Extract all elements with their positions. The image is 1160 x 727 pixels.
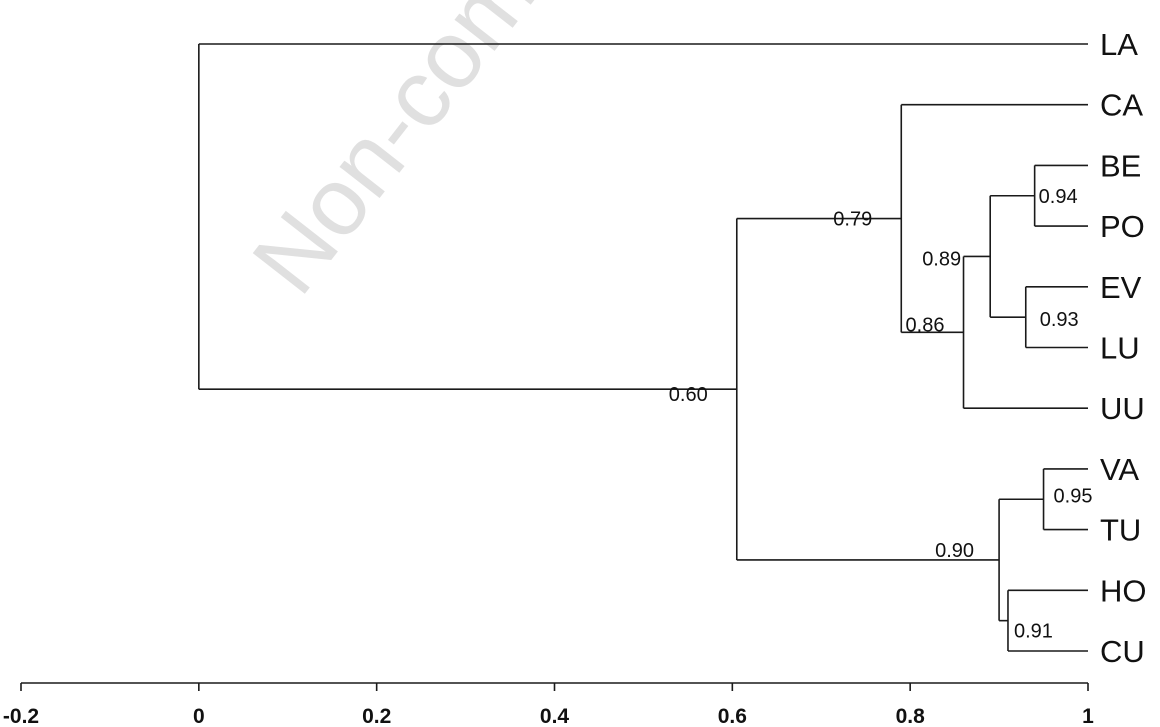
- node-label-n089: 0.89: [922, 248, 961, 270]
- leaf-label-ev: EV: [1100, 270, 1142, 305]
- axis-tick-label: 0.6: [718, 705, 747, 727]
- leaf-label-ca: CA: [1100, 88, 1143, 123]
- leaf-label-lu: LU: [1100, 331, 1140, 366]
- node-label-n060: 0.60: [669, 384, 708, 406]
- similarity-axis: -0.2 0 0.2 0.4 0.6 0.8 1: [3, 682, 1094, 727]
- axis-tick-label: 0.2: [362, 705, 391, 727]
- axis-tick-label: 0.4: [540, 705, 570, 727]
- node-label-n094: 0.94: [1039, 186, 1078, 208]
- leaf-label-va: VA: [1100, 452, 1139, 487]
- leaf-label-uu: UU: [1100, 391, 1145, 426]
- node-label-n079: 0.79: [833, 209, 872, 231]
- node-labels: 0.60 0.79 0.86 0.89 0.94 0.93 0.90 0.95 0.91: [669, 186, 1093, 643]
- leaf-label-ho: HO: [1100, 573, 1147, 608]
- axis-tick-label: 0: [193, 705, 205, 727]
- leaf-label-cu: CU: [1100, 634, 1145, 669]
- axis-tick-label: 1: [1082, 705, 1094, 727]
- node-label-n093: 0.93: [1040, 309, 1079, 331]
- node-label-n091: 0.91: [1014, 621, 1053, 643]
- node-label-n090: 0.90: [935, 540, 974, 562]
- axis-tick-label: 0.8: [896, 705, 926, 727]
- node-label-n086: 0.86: [906, 314, 945, 336]
- leaf-label-po: PO: [1100, 209, 1145, 244]
- watermark-text: Non-commercial: [232, 0, 747, 313]
- leaf-label-be: BE: [1100, 148, 1141, 183]
- leaf-labels: LA CA BE PO EV LU UU VA TU HO CU: [1100, 27, 1147, 669]
- node-label-n095: 0.95: [1054, 485, 1093, 507]
- leaf-label-tu: TU: [1100, 513, 1141, 548]
- branches: [198, 43, 1088, 652]
- leaf-label-la: LA: [1100, 27, 1138, 62]
- axis-tick-label: -0.2: [3, 705, 39, 727]
